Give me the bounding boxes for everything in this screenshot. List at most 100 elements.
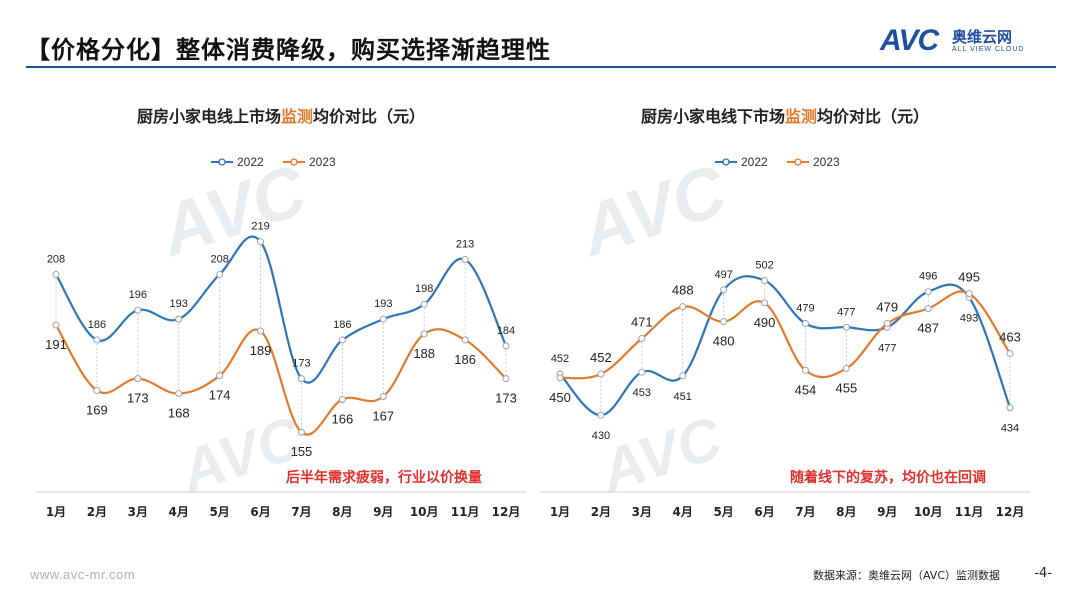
legend-marker-2023 (794, 158, 802, 166)
series-line-2022 (55, 235, 507, 384)
logo-text: AVC (880, 24, 939, 57)
data-label-2023: 488 (672, 283, 694, 298)
data-label-2022: 496 (919, 271, 937, 283)
data-point-2023 (924, 305, 932, 313)
data-label-2023: 167 (372, 409, 394, 424)
x-tick-label: 1月 (46, 505, 66, 519)
data-point-2022 (597, 411, 605, 419)
x-tick-label: 3月 (632, 505, 652, 519)
data-label-2023: 471 (631, 314, 653, 329)
data-label-2022: 477 (837, 306, 855, 318)
data-point-2022 (1006, 404, 1014, 412)
data-point-2022 (175, 315, 183, 323)
data-label-2023: 452 (590, 350, 612, 365)
data-point-2023 (597, 370, 605, 378)
x-tick-label: 11月 (451, 505, 480, 519)
data-point-2022 (134, 306, 142, 314)
data-label-2023: 173 (495, 391, 517, 406)
data-point-2023 (679, 303, 687, 311)
data-label-2023: 174 (209, 388, 231, 403)
data-point-2022 (297, 375, 305, 383)
data-label-2023: 495 (958, 270, 980, 285)
data-point-2023 (379, 393, 387, 400)
data-label-2022: 184 (497, 325, 515, 337)
data-label-2023: 173 (127, 391, 149, 406)
x-tick-label: 5月 (209, 505, 229, 519)
x-tick-label: 9月 (877, 505, 897, 519)
data-point-2022 (761, 276, 769, 284)
data-point-2023 (420, 330, 428, 338)
chart-title-highlight: 监测 (785, 107, 817, 126)
x-tick-label: 3月 (128, 505, 148, 519)
x-tick-label: 10月 (410, 505, 439, 519)
chart-title-part: 均价对比（元） (313, 107, 425, 126)
data-label-2023: 490 (754, 315, 776, 330)
x-tick-label: 9月 (373, 505, 393, 519)
data-label-2023: 450 (549, 390, 571, 405)
data-point-2022 (379, 315, 387, 323)
legend-marker-2023 (290, 158, 298, 166)
data-point-2022 (93, 336, 101, 344)
chart-annotation: 后半年需求疲弱，行业以价换量 (286, 469, 482, 486)
data-label-2022: 502 (755, 259, 773, 271)
online-price-chart-svg: 厨房小家电线上市场监测均价对比（元） 2022 2023 1月 2月 3月 4月 5月 6月 7月… (36, 107, 526, 519)
x-tick-label: 1月 (550, 505, 570, 519)
data-label-2022: 452 (551, 353, 569, 365)
x-tick-label: 2月 (591, 505, 611, 519)
data-label-2022: 196 (129, 289, 147, 301)
chart-title-highlight: 监测 (281, 107, 313, 126)
data-label-2023: 189 (250, 343, 272, 358)
data-point-2022 (420, 300, 428, 308)
data-point-2023 (93, 387, 101, 395)
data-point-2023 (556, 374, 564, 382)
x-tick-label: 8月 (836, 505, 856, 519)
data-point-2022 (679, 372, 687, 380)
data-label-2023: 166 (332, 411, 354, 426)
legend-label-2022: 2022 (237, 155, 264, 169)
website-url[interactable]: www.avc-mr.com (30, 567, 136, 582)
series-line-2023 (559, 290, 1011, 380)
x-tick-label: 7月 (795, 505, 815, 519)
data-point-2022 (502, 342, 510, 350)
data-label-2022: 213 (456, 239, 474, 251)
data-point-2022 (216, 270, 224, 278)
data-point-2023 (175, 390, 183, 398)
data-label-2022: 477 (878, 342, 896, 354)
data-point-2022 (52, 270, 60, 278)
legend-marker-2022 (722, 158, 730, 166)
data-label-2023: 487 (917, 321, 939, 336)
x-tick-label: 4月 (169, 505, 189, 519)
data-point-2022 (638, 368, 646, 376)
page-title: 【价格分化】整体消费降级，购买选择渐趋理性 (26, 36, 551, 64)
data-label-2023: 479 (876, 300, 898, 315)
data-label-2023: 191 (45, 337, 67, 352)
avc-logo: AVC 奥维云网 ALL VIEW CLOUD (880, 24, 1050, 64)
data-label-2023: 463 (999, 329, 1021, 344)
online-price-chart: 厨房小家电线上市场监测均价对比（元） 2022 2023 1月 2月 3月 4月 5月 6月 7月… (36, 90, 526, 530)
data-label-2023: 168 (168, 406, 190, 421)
data-point-2022 (257, 238, 265, 246)
data-point-2023 (134, 375, 142, 383)
x-tick-label: 5月 (713, 505, 733, 519)
x-tick-label: 2月 (87, 505, 107, 519)
chart-title-part: 厨房小家电线下市场 (641, 107, 785, 126)
data-point-2023 (801, 366, 809, 374)
offline-price-chart-svg: 厨房小家电线下市场监测均价对比（元） 2022 2023 1月 2月 3月 4月 5月 6月 7月… (540, 107, 1030, 519)
x-tick-label: 8月 (332, 505, 352, 519)
data-label-2022: 434 (1001, 423, 1019, 435)
data-source: 数据来源：奥维云网（AVC）监测数据 (812, 569, 1000, 582)
x-tick-label: 10月 (914, 505, 943, 519)
data-label-2022: 430 (592, 430, 610, 442)
legend-marker-2022 (218, 158, 226, 166)
title-divider (26, 66, 1056, 68)
chart-annotation: 随着线下的复苏，均价也在回调 (790, 469, 986, 486)
data-label-2022: 186 (88, 319, 106, 331)
data-label-2023: 169 (86, 403, 108, 418)
data-label-2023: 155 (291, 444, 313, 459)
data-point-2023 (720, 318, 728, 326)
data-label-2023: 188 (413, 346, 435, 361)
data-point-2023 (52, 321, 60, 329)
data-point-2023 (842, 364, 850, 372)
offline-price-chart: 厨房小家电线下市场监测均价对比（元） 2022 2023 1月 2月 3月 4月 5月 6月 7月… (540, 90, 1030, 530)
data-label-2022: 451 (674, 391, 692, 403)
